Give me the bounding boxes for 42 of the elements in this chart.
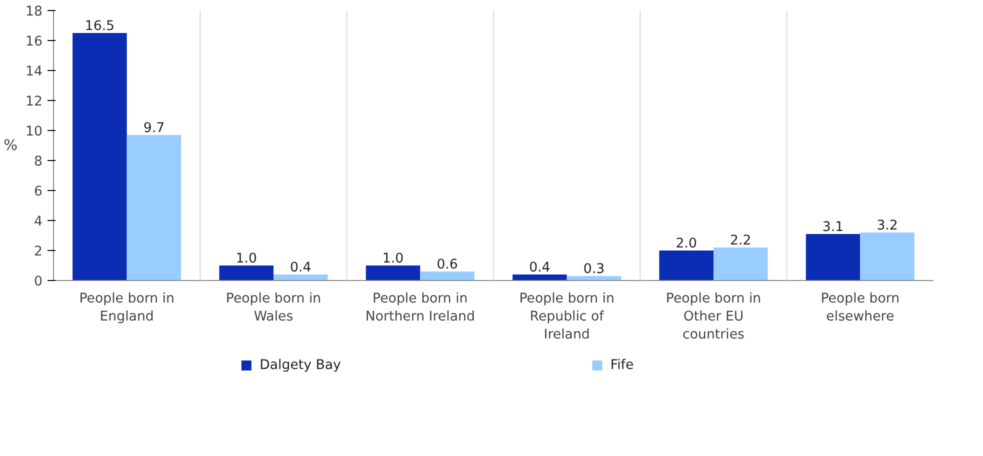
x-tick-label: People born in Republic of Ireland [519,292,614,342]
y-tick-label: 2 [34,244,43,260]
x-tick-label: People born in Northern Ireland [365,292,475,324]
bar [512,274,567,280]
y-tick-label: 14 [26,64,43,80]
bar [659,250,714,280]
data-label: 1.0 [236,252,257,266]
y-tick-label: 18 [26,4,43,20]
data-label: 9.7 [143,121,165,136]
bar [126,135,182,280]
bar [420,272,474,280]
x-tick-label: People born in England [79,292,174,324]
bar [860,232,914,280]
data-label: 2.2 [730,234,752,248]
data-label: 3.1 [822,220,844,235]
bar [714,248,768,280]
data-label: 0.6 [436,258,458,272]
y-tick-label: 4 [34,214,43,230]
legend-label: Dalgety Bay [260,358,342,373]
x-tick-label: People born in Other EU countries [666,292,762,342]
data-label: 0.4 [529,260,550,276]
y-tick-label: 0 [34,274,43,290]
y-tick-label: 6 [34,184,43,200]
data-label: 1.0 [382,252,404,266]
data-label: 2.0 [676,236,697,252]
y-tick-label: 10 [26,124,43,140]
legend-label: Fife [610,358,634,373]
data-label: 0.3 [583,262,605,277]
bar [72,33,127,280]
data-label: 0.4 [290,260,312,276]
data-label: 16.5 [84,19,115,34]
bar [366,266,420,280]
y-axis-title: % [4,137,18,154]
bar [274,274,328,280]
x-tick-label: People born in Wales [226,292,322,324]
bar [219,266,274,280]
data-label: 3.2 [876,218,898,234]
x-tick-label: People born elsewhere [820,292,900,324]
y-tick-label: 16 [26,34,43,50]
bar [806,234,860,280]
y-tick-label: 8 [34,154,43,170]
y-tick-label: 12 [26,94,43,110]
